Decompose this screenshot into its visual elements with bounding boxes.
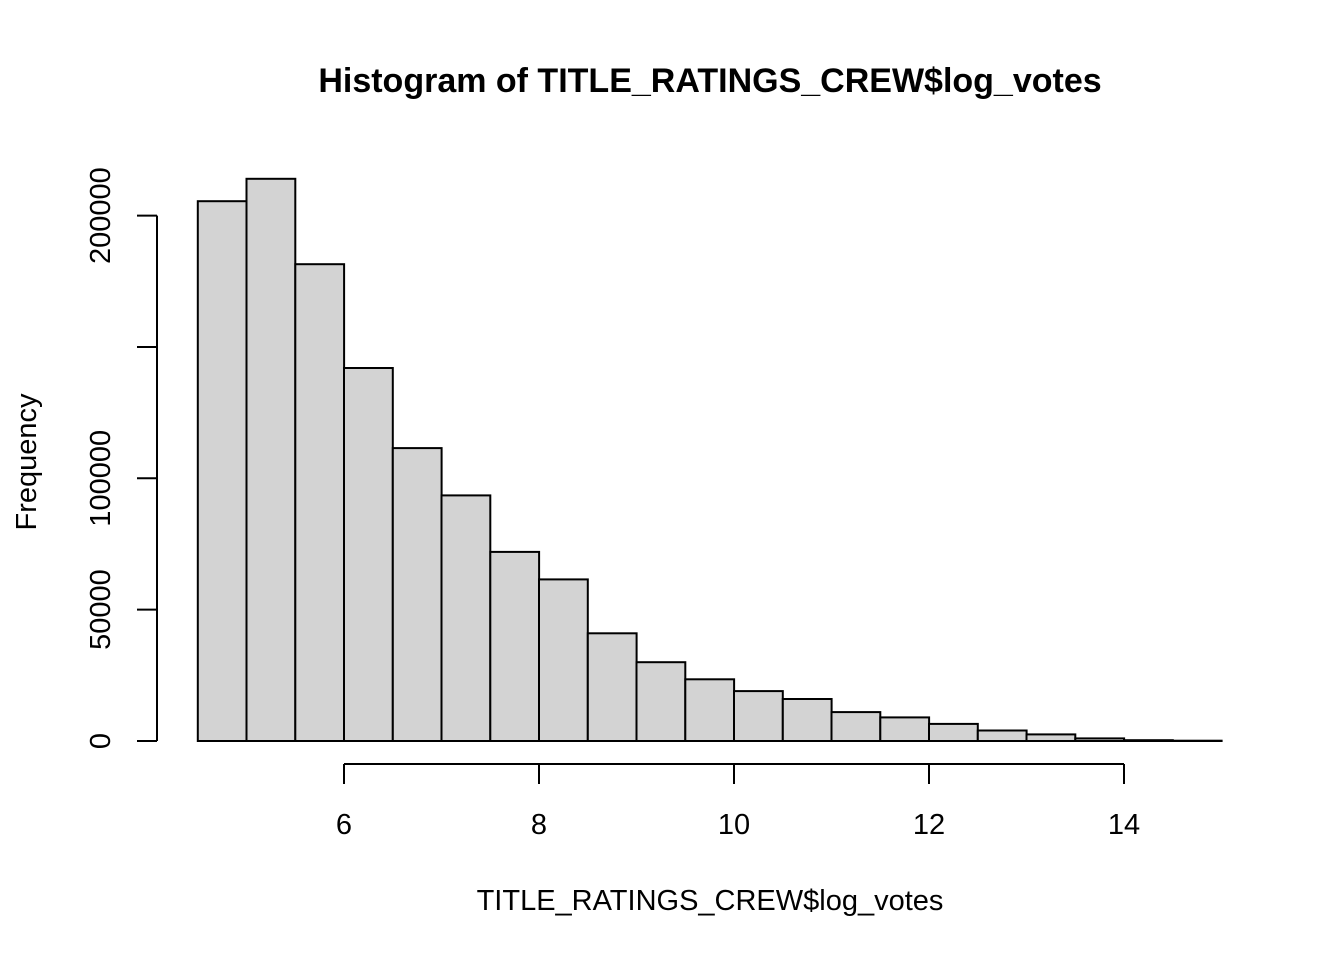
histogram-bar [343, 367, 394, 742]
histogram-bar [489, 550, 541, 743]
histogram-bar [733, 690, 784, 742]
histogram-bar [830, 711, 882, 742]
x-tick-label: 14 [1108, 809, 1140, 841]
y-tick-label: 200000 [85, 167, 117, 264]
x-axis: 6 8 10 12 14 [336, 763, 1140, 841]
histogram-bar [538, 578, 589, 743]
x-axis-label: TITLE_RATINGS_CREW$log_votes [477, 885, 944, 917]
histogram-bar [635, 661, 687, 743]
y-axis: 0 50000 100000 200000 [85, 167, 158, 749]
y-tick-label: 50000 [85, 569, 117, 650]
x-tick-label: 10 [718, 809, 750, 841]
x-tick-label: 8 [531, 809, 547, 841]
histogram-bar [1074, 737, 1126, 743]
histogram-bar [976, 729, 1028, 742]
y-tick-label: 0 [85, 733, 117, 749]
histogram-bar [684, 678, 736, 742]
histogram-bar [781, 698, 833, 742]
histogram-bar [1123, 739, 1174, 743]
y-axis-label: Frequency [11, 393, 43, 531]
chart-title: Histogram of TITLE_RATINGS_CREW$log_vote… [318, 62, 1101, 100]
histogram-bar [879, 716, 931, 743]
histogram-bar [1025, 733, 1077, 743]
histogram-bar [391, 447, 443, 742]
histogram-bar [586, 632, 638, 742]
histogram-bar [294, 263, 346, 742]
histogram-bar [196, 200, 248, 742]
x-tick-label: 6 [336, 809, 352, 841]
histogram-bar [440, 494, 492, 742]
histogram-bar [928, 722, 979, 743]
bars-group [196, 177, 1223, 743]
y-tick-label: 100000 [85, 430, 117, 527]
x-tick-label: 12 [913, 809, 945, 841]
histogram-bar [245, 177, 297, 743]
